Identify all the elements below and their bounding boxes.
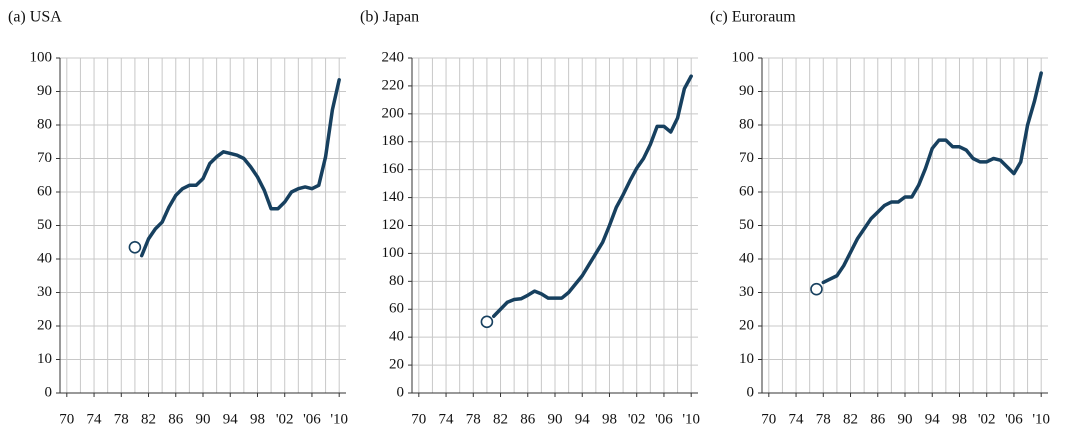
y-tick-label: 0 (397, 384, 405, 400)
y-tick-label: 0 (747, 384, 755, 400)
y-tick-label: 60 (389, 301, 404, 317)
x-tick-label: 82 (493, 411, 508, 427)
data-line (139, 78, 341, 258)
x-tick-label: 78 (466, 411, 481, 427)
y-tick-label: 40 (739, 250, 754, 266)
x-tick-label: 74 (789, 411, 805, 427)
x-tick-label: 82 (843, 411, 858, 427)
x-tick-label: '02 (978, 411, 996, 427)
y-tick-label: 100 (732, 49, 755, 65)
y-tick-label: 80 (739, 116, 754, 132)
y-tick-label: 100 (382, 245, 405, 261)
y-tick-label: 40 (37, 250, 52, 266)
x-tick-label: 98 (952, 411, 967, 427)
y-tick-label: 180 (382, 133, 405, 149)
y-tick-label: 10 (37, 351, 52, 367)
x-tick-label: 74 (87, 411, 103, 427)
x-tick-label: 78 (816, 411, 831, 427)
x-tick-label: '06 (1005, 411, 1023, 427)
start-marker (480, 315, 494, 329)
y-tick-label: 20 (389, 357, 404, 373)
x-tick-label: 94 (925, 411, 941, 427)
data-line (821, 71, 1043, 285)
y-tick-label: 70 (739, 150, 754, 166)
x-tick-label: 78 (114, 411, 129, 427)
y-tick-label: 240 (382, 49, 405, 65)
y-tick-label: 80 (389, 273, 404, 289)
y-tick-label: 90 (37, 83, 52, 99)
x-tick-label: '02 (628, 411, 646, 427)
y-tick-label: 60 (739, 183, 754, 199)
y-tick-label: 20 (739, 317, 754, 333)
y-tick-label: 50 (739, 217, 754, 233)
y-tick-label: 30 (739, 284, 754, 300)
y-tick-label: 90 (739, 83, 754, 99)
x-tick-label: '10 (682, 411, 700, 427)
y-tick-label: 40 (389, 329, 404, 345)
x-tick-label: '10 (330, 411, 348, 427)
x-tick-label: 70 (59, 411, 74, 427)
y-tick-label: 50 (37, 217, 52, 233)
start-marker (128, 240, 142, 254)
x-tick-label: 70 (761, 411, 776, 427)
panel-title: (c) Euroraum (710, 9, 796, 26)
y-tick-label: 100 (30, 49, 53, 65)
y-tick-label: 10 (739, 351, 754, 367)
y-tick-label: 30 (37, 284, 52, 300)
y-tick-label: 20 (37, 317, 52, 333)
y-tick-label: 220 (382, 77, 405, 93)
y-tick-label: 120 (382, 217, 405, 233)
x-tick-label: '02 (276, 411, 294, 427)
x-tick-label: 98 (250, 411, 265, 427)
x-tick-label: 82 (141, 411, 156, 427)
x-tick-label: 90 (196, 411, 211, 427)
x-tick-label: 86 (168, 411, 184, 427)
x-tick-label: 86 (520, 411, 536, 427)
panel-title: (a) USA (8, 9, 62, 26)
x-tick-label: '06 (655, 411, 673, 427)
x-tick-label: '06 (303, 411, 321, 427)
x-tick-label: 94 (575, 411, 591, 427)
y-tick-label: 160 (382, 161, 405, 177)
y-tick-label: 200 (382, 105, 405, 121)
x-tick-label: 86 (870, 411, 886, 427)
y-tick-label: 60 (37, 183, 52, 199)
y-tick-label: 0 (45, 384, 53, 400)
start-marker (810, 282, 823, 296)
x-tick-label: '10 (1032, 411, 1050, 427)
x-tick-label: 90 (548, 411, 563, 427)
y-tick-label: 140 (382, 189, 405, 205)
x-tick-label: 94 (223, 411, 239, 427)
y-tick-label: 70 (37, 150, 52, 166)
panel-title: (b) Japan (360, 9, 419, 26)
x-tick-label: 74 (439, 411, 455, 427)
x-tick-label: 98 (602, 411, 617, 427)
x-tick-label: 90 (898, 411, 913, 427)
data-line (491, 74, 693, 318)
y-tick-label: 80 (37, 116, 52, 132)
x-tick-label: 70 (411, 411, 426, 427)
